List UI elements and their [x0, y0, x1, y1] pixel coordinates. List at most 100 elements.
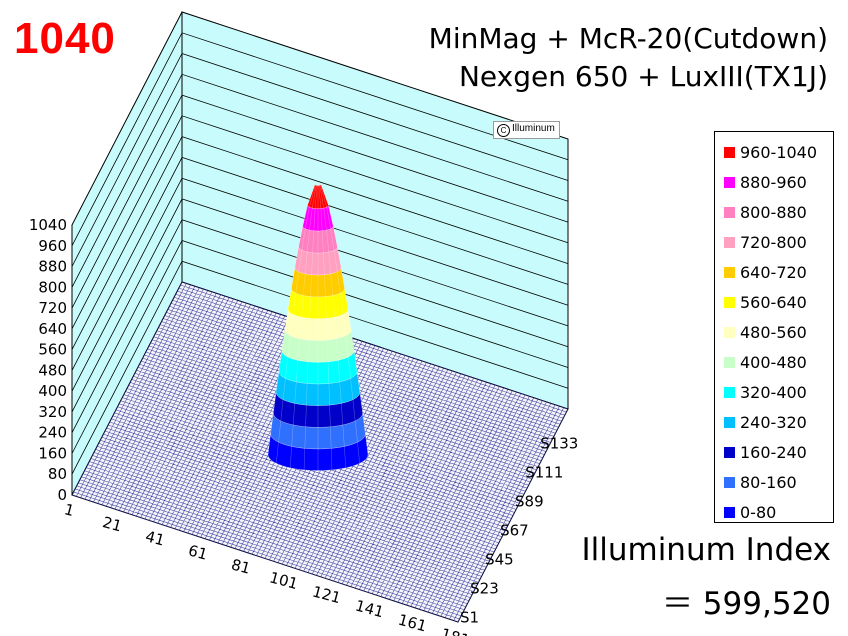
peak-mesh-line: [327, 361, 330, 384]
peak-mesh-line: [311, 185, 317, 209]
legend-swatch: [724, 356, 735, 368]
peak-mesh-line: [292, 403, 295, 425]
peak-mesh-line: [324, 274, 326, 297]
copyright-icon: C: [497, 124, 510, 137]
peak-mesh-line: [303, 448, 306, 470]
y-tick-label: S23: [470, 580, 499, 598]
peak-mesh-line: [291, 424, 294, 447]
legend-swatch: [724, 176, 735, 188]
peak-mesh-line: [323, 252, 325, 275]
legend-label: 80-160: [740, 472, 797, 492]
legend-item: 0-80: [715, 497, 833, 527]
peak-mesh-line: [289, 446, 292, 468]
legend-item: 560-640: [715, 287, 833, 317]
peak-mesh-line: [306, 230, 310, 253]
x-tick-label: 141: [353, 597, 385, 622]
legend-swatch: [724, 476, 735, 488]
peak-mesh-line: [330, 228, 335, 251]
peak-mesh-line: [330, 426, 332, 449]
wall-gridline: [71, 240, 569, 454]
y-tick-label: S67: [500, 522, 529, 540]
copyright-text: Illuminum: [512, 123, 555, 134]
wall-gridline: [71, 32, 569, 246]
legend-swatch: [724, 326, 735, 338]
peak-mesh-line: [305, 207, 310, 229]
peak-mesh-line: [311, 252, 313, 275]
legend-label: 480-560: [740, 322, 807, 342]
legend-label: 800-880: [740, 202, 807, 222]
peak-mesh-line: [287, 335, 291, 358]
x-tick-label: 21: [101, 513, 124, 535]
peak-mesh-line: [306, 383, 308, 406]
peak-mesh-line: [336, 338, 339, 361]
legend-item: 240-320: [715, 407, 833, 437]
x-tick-label: 101: [268, 568, 300, 593]
z-tick-label: 160: [38, 444, 67, 462]
index-value: ＝ 599,520: [661, 586, 831, 622]
peak-mesh-line: [301, 228, 306, 251]
legend-label: 0-80: [740, 502, 777, 522]
copyright-badge: C Illuminum: [493, 121, 560, 139]
x-tick-label: 61: [186, 541, 209, 563]
peak-mesh-line: [290, 314, 294, 336]
peak-mesh-line: [282, 378, 286, 400]
legend-label: 320-400: [740, 382, 807, 402]
z-tick-label: 1040: [29, 216, 67, 234]
peak-mesh-line: [339, 381, 342, 404]
peak-mesh-line: [328, 251, 332, 274]
y-axis: S1 S23 S45 S67 S89 S111 S133: [460, 435, 578, 627]
z-tick-label: 240: [38, 424, 67, 442]
peak-mesh-line: [296, 360, 299, 382]
peak-mesh-line: [334, 317, 337, 339]
peak-mesh-line: [326, 207, 331, 229]
legend-label: 560-640: [740, 292, 807, 312]
legend-label: 160-240: [740, 442, 807, 462]
peak-mesh-line: [341, 403, 344, 425]
peak-mesh-line: [337, 360, 340, 382]
wall-gridline: [71, 156, 569, 371]
peak-mesh-line: [295, 271, 299, 294]
legend-swatch: [724, 266, 735, 278]
peak-mesh-line: [330, 448, 333, 470]
peak-mesh-line: [304, 426, 306, 449]
peak-mesh-line: [308, 318, 310, 341]
peak-band: [307, 184, 329, 209]
peak-mesh-line: [320, 208, 323, 231]
peak-mesh-line: [325, 296, 327, 319]
peak-mesh-line: [345, 335, 349, 358]
chart-legend: 960-1040 880-960 800-880 720-800 640-720 560-…: [714, 131, 834, 523]
peak-band: [294, 246, 342, 276]
peak-mesh-line: [352, 399, 356, 421]
peak-mesh-line: [299, 317, 302, 339]
legend-label: 960-1040: [740, 142, 818, 162]
x-tick-label: 161: [396, 611, 428, 636]
peak-mesh-line: [354, 420, 358, 443]
x-tick-label: 181: [439, 625, 471, 636]
chart-title-line-1: MinMag + McR-20(Cutdown): [428, 22, 828, 55]
peak-mesh-line: [313, 208, 316, 231]
peak-mesh-line: [318, 185, 322, 209]
wall-gridline: [71, 136, 569, 350]
legend-label: 240-320: [740, 412, 807, 432]
z-tick-label: 640: [38, 320, 67, 338]
peak-mesh-line: [319, 185, 325, 209]
index-label: Illuminum Index: [581, 532, 831, 568]
peak-mesh-line: [326, 318, 328, 341]
y-tick-label: S111: [525, 464, 563, 482]
chart-title-line-2: Nexgen 650 + LuxIII(TX1J): [458, 60, 828, 93]
legend-swatch: [724, 146, 735, 158]
peak-mesh-line: [357, 442, 360, 464]
peak-mesh-line: [342, 314, 346, 336]
y-tick-label: S89: [515, 493, 544, 511]
legend-swatch: [724, 506, 735, 518]
peak-mesh-line: [329, 405, 331, 427]
legend-item: 320-400: [715, 377, 833, 407]
peak-mesh-line: [302, 273, 306, 296]
y-tick-label: S133: [540, 435, 578, 453]
z-tick-label: 800: [38, 278, 67, 296]
peak-mesh-line: [280, 399, 284, 421]
peak-mesh-line: [326, 340, 329, 362]
z-tick-label: 320: [38, 403, 67, 421]
peak-mesh-line: [298, 250, 303, 272]
